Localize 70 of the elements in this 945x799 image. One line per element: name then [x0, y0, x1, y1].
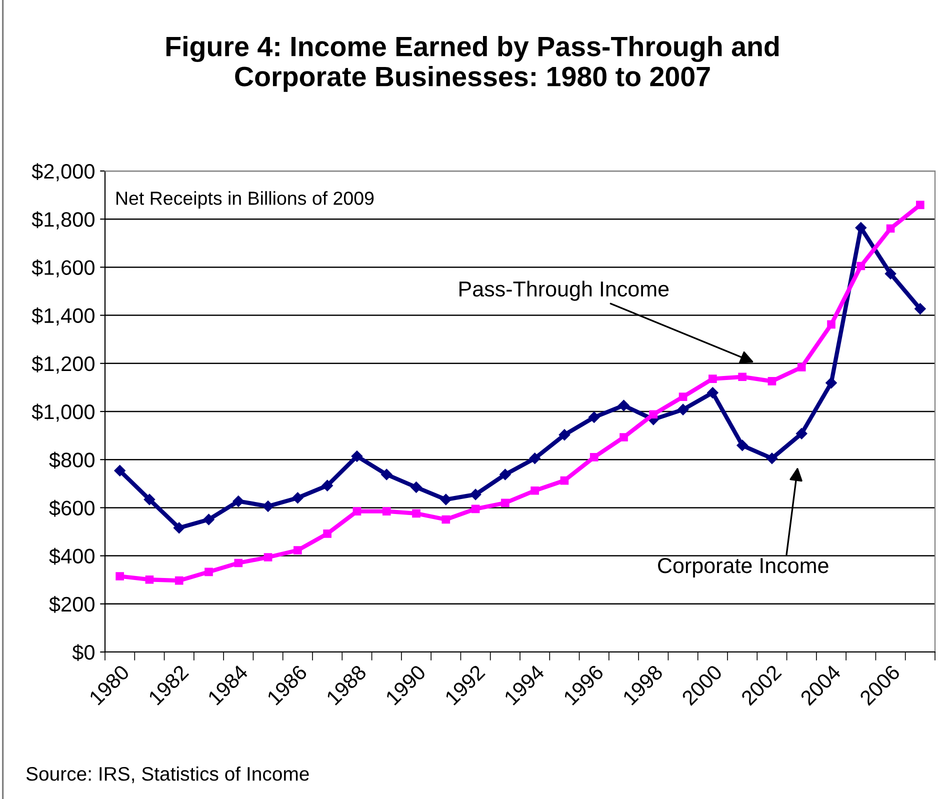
- point: [442, 515, 450, 524]
- point: [381, 468, 392, 480]
- point: [145, 575, 154, 584]
- point: [708, 374, 717, 383]
- source-note: Source: IRS, Statistics of Income: [26, 766, 309, 784]
- point: [766, 452, 778, 464]
- point: [736, 440, 748, 452]
- point: [677, 404, 689, 416]
- point: [529, 452, 540, 464]
- y-tick-label: $1,600: [32, 259, 94, 278]
- point: [204, 568, 213, 576]
- point: [351, 450, 363, 462]
- point: [264, 553, 272, 562]
- point: [558, 429, 570, 440]
- point: [738, 372, 746, 382]
- annotation: Corporate Income: [658, 558, 828, 578]
- y-tick-label: $200: [49, 596, 94, 613]
- y-tick-label: $1,200: [32, 356, 94, 374]
- annotation: Pass-Through Income: [460, 280, 669, 301]
- point: [174, 522, 185, 534]
- point: [618, 400, 630, 412]
- point: [292, 492, 304, 504]
- y-tick-label: $400: [49, 548, 94, 565]
- point: [352, 507, 362, 516]
- point: [382, 507, 391, 516]
- point: [262, 500, 274, 512]
- point: [797, 363, 806, 372]
- point: [826, 377, 837, 388]
- point: [323, 530, 332, 538]
- point: [234, 558, 243, 568]
- point: [500, 468, 511, 480]
- point: [649, 410, 658, 419]
- point: [884, 268, 896, 280]
- point: [440, 494, 452, 506]
- point: [588, 412, 600, 423]
- point: [114, 465, 126, 476]
- y-tick-label: $1,400: [32, 307, 94, 326]
- point: [678, 392, 688, 401]
- point: [203, 514, 214, 526]
- annotation: Net Receipts in Billions of 2009: [116, 191, 374, 209]
- point: [294, 546, 302, 554]
- chart-title: Figure 4: Income Earned by Pass-Through and Corporate Businesses: 1980 to 2007: [166, 36, 779, 92]
- point: [232, 496, 244, 507]
- point: [116, 572, 124, 580]
- point: [620, 433, 628, 442]
- point: [322, 480, 333, 492]
- point: [144, 494, 156, 506]
- point: [916, 200, 924, 210]
- y-tick-label: $0: [72, 644, 94, 661]
- point: [768, 377, 776, 386]
- point: [886, 224, 895, 233]
- point: [412, 509, 420, 518]
- point: [707, 387, 718, 398]
- point: [796, 428, 808, 440]
- y-tick-label: $800: [49, 452, 94, 469]
- y-tick-label: $2,000: [32, 163, 94, 182]
- point: [471, 504, 480, 514]
- point: [590, 453, 598, 462]
- point: [174, 576, 184, 585]
- point: [827, 320, 836, 329]
- point: [501, 498, 510, 508]
- y-tick-label: $600: [49, 500, 94, 517]
- point: [470, 488, 482, 500]
- point: [410, 482, 422, 493]
- point: [914, 303, 926, 314]
- y-tick-label: $1,800: [32, 211, 94, 230]
- y-tick-label: $1,000: [32, 404, 94, 422]
- point: [530, 486, 539, 495]
- point: [560, 476, 569, 485]
- point: [856, 262, 866, 270]
